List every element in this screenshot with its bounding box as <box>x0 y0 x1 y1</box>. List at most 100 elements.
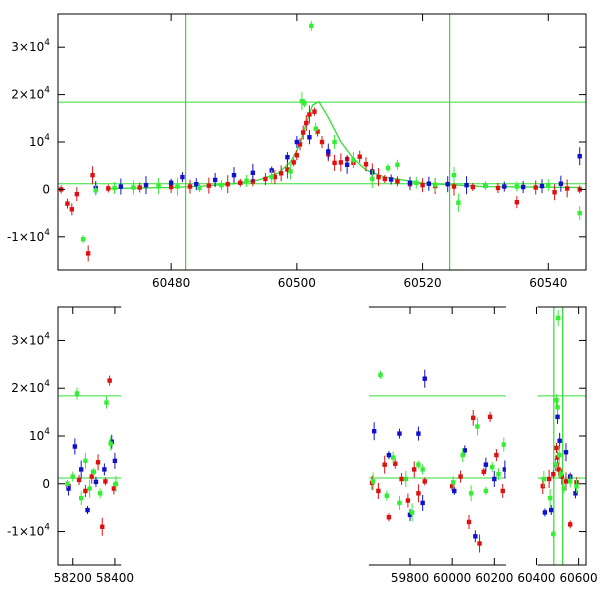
y-tick-label: -1×104 <box>7 523 50 539</box>
y-tick-label-exponent: 4 <box>44 427 50 437</box>
series-point <box>403 476 408 482</box>
series-point <box>291 160 296 165</box>
series-point <box>546 476 552 482</box>
series-point <box>554 445 559 451</box>
series-point <box>263 176 268 182</box>
series-point <box>285 167 290 172</box>
series-point <box>78 467 84 472</box>
series-point <box>405 498 411 503</box>
axis-break-gap-top <box>121 305 369 309</box>
series-point <box>502 467 508 472</box>
series-point <box>168 184 174 190</box>
y-tick-label-exponent: 4 <box>44 228 50 238</box>
series-point <box>382 176 388 182</box>
series-point <box>85 251 91 256</box>
series-point <box>514 200 520 205</box>
x-tick-label: 60500 <box>278 276 316 290</box>
series-point <box>238 180 243 185</box>
axis-break-gap-bottom <box>505 563 538 567</box>
series-point <box>299 99 305 104</box>
model-curve-line <box>108 100 580 190</box>
series-point <box>332 139 337 145</box>
series-point <box>409 510 415 515</box>
series-point <box>83 458 88 464</box>
series-point <box>315 129 320 134</box>
series-point <box>66 486 71 491</box>
series-point <box>520 184 526 190</box>
series-point <box>307 135 312 140</box>
series-point <box>558 181 564 186</box>
series-point <box>225 181 230 187</box>
y-tick-label: 3×104 <box>11 331 50 347</box>
series-point <box>104 400 109 405</box>
series-point <box>91 469 97 475</box>
series-point <box>477 541 482 546</box>
series-point <box>376 174 381 180</box>
series-point <box>319 139 325 145</box>
series-point <box>113 481 119 486</box>
series-point <box>542 510 548 515</box>
series-point <box>156 183 161 189</box>
series-point <box>426 181 432 186</box>
series-point <box>567 522 573 527</box>
series-point <box>370 176 375 182</box>
series-point <box>344 162 350 167</box>
series-point <box>487 414 493 420</box>
series-point <box>547 495 553 501</box>
series-point <box>197 185 202 191</box>
series-point <box>496 472 501 477</box>
series-point <box>567 479 573 484</box>
series-point <box>231 172 237 178</box>
series-point <box>464 182 469 188</box>
y-tick-label-base: -1×10 <box>7 525 44 539</box>
series-point <box>397 500 402 506</box>
series-point <box>294 153 300 158</box>
series-point <box>72 444 78 449</box>
series-point <box>473 534 478 539</box>
series-point <box>490 464 495 470</box>
series-point <box>449 483 455 489</box>
series-point <box>395 162 400 167</box>
series-point <box>420 467 425 472</box>
y-tick-label-base: 2×10 <box>11 88 44 102</box>
series-point <box>502 184 507 189</box>
series-point <box>470 184 476 190</box>
series-point <box>533 185 538 190</box>
series-point <box>407 180 413 185</box>
series-point <box>390 455 396 460</box>
series-point <box>80 236 86 242</box>
series-point <box>106 186 111 191</box>
series-point <box>112 458 118 464</box>
series-point <box>83 488 88 494</box>
series-point <box>551 531 556 537</box>
series-point <box>357 154 362 159</box>
series-point <box>460 452 465 458</box>
series-point <box>397 431 402 436</box>
series-point <box>302 100 307 106</box>
series-point <box>143 182 149 188</box>
series-point <box>407 512 413 518</box>
series-point <box>312 109 317 114</box>
series-point <box>554 397 559 403</box>
series-point <box>90 172 95 178</box>
y-tick-label-base: 2×10 <box>11 381 44 395</box>
series-point <box>559 474 564 479</box>
series-point <box>175 184 180 189</box>
series-point <box>111 486 117 491</box>
y-tick-label: 2×104 <box>11 379 50 395</box>
series-point <box>414 180 419 185</box>
series-point <box>103 479 108 484</box>
x-tick-label: 59800 <box>391 571 429 585</box>
series-point <box>563 479 569 484</box>
series-point <box>332 160 337 166</box>
series-point <box>307 112 312 117</box>
series-point <box>70 474 75 479</box>
series-point <box>551 472 556 477</box>
series-point <box>445 181 450 187</box>
series-point <box>451 172 457 178</box>
y-tick-label-base: 10 <box>29 429 44 443</box>
y-tick-label: 104 <box>29 133 50 149</box>
series-point <box>326 149 331 154</box>
y-tick-label-base: 0 <box>42 182 50 196</box>
